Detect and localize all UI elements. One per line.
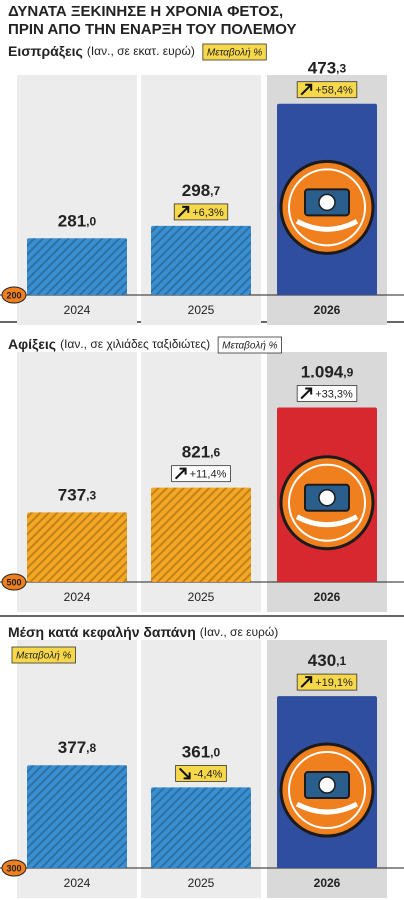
value-label-int: 1.094 [301, 363, 344, 382]
chart-subtitle: (Ιαν., σε χιλιάδες ταξιδιώτες) [60, 337, 210, 351]
change-label: +19,1% [296, 673, 358, 691]
legend-label: Μεταβολή % [207, 47, 263, 59]
bar-hatch [151, 487, 251, 582]
value-label-int: 377 [58, 739, 86, 758]
legend-box [217, 336, 282, 354]
value-label-dec: ,9 [343, 366, 353, 380]
bar-hatch [27, 512, 127, 582]
legend-label: Μεταβολή % [222, 340, 278, 352]
value-label-int: 361 [182, 743, 210, 762]
change-arrow [177, 205, 190, 218]
icon [295, 801, 359, 815]
icon [318, 776, 336, 794]
value-label: 821,6 [182, 443, 221, 462]
value-label: 430,1 [308, 652, 347, 671]
legend-label: Μεταβολή % [16, 650, 72, 662]
x-tick-label: 2024 [64, 590, 91, 604]
change-text: -4,4% [194, 768, 223, 780]
page-title: ΠΡΙΝ ΑΠΟ ΤΗΝ ΕΝΑΡΞΗ ΤΟΥ ΠΟΛΕΜΟΥ [8, 21, 296, 38]
bar-hatch [27, 765, 127, 868]
value-label-int: 737 [58, 486, 86, 505]
x-tick-label: 2024 [64, 303, 91, 317]
change-text: +11,4% [190, 469, 227, 481]
value-label-int: 298 [182, 181, 210, 200]
change-text: +33,3% [315, 388, 353, 400]
value-label: 377,8 [58, 739, 97, 758]
chart-title-text: Αφίξεις [8, 336, 56, 352]
change-label: +11,4% [171, 465, 231, 483]
value-label-dec: ,1 [336, 654, 346, 668]
value-label-dec: ,3 [86, 489, 96, 503]
legend-box [202, 43, 267, 61]
legend-box [11, 646, 76, 664]
value-label-int: 281 [58, 212, 86, 231]
change-arrow [174, 467, 187, 480]
tick-badge [1, 286, 27, 304]
icon [295, 219, 359, 232]
x-tick-label: 2026 [314, 590, 341, 604]
change-text: +19,1% [315, 677, 353, 689]
value-label-int: 430 [308, 652, 336, 671]
bar-hatch [27, 238, 127, 295]
legend: Μεταβολή % [11, 646, 76, 664]
icon [288, 168, 366, 247]
value-label-dec: ,3 [336, 62, 346, 76]
icon [318, 193, 336, 212]
icon [295, 514, 359, 528]
value-label-int: 473 [308, 59, 336, 78]
value-label: 473,3 [308, 59, 347, 78]
change-label: -4,4% [175, 765, 227, 782]
change-arrow [178, 767, 191, 780]
value-label-int: 821 [182, 443, 210, 462]
change-label: +6,3% [173, 203, 229, 221]
chart-title: Αφίξεις (Ιαν., σε χιλιάδες ταξιδιώτες) [8, 336, 210, 352]
value-label-dec: ,7 [210, 184, 220, 198]
change-text: +6,3% [192, 207, 224, 219]
value-label-dec: ,6 [210, 446, 220, 460]
change-label: +33,3% [296, 385, 358, 402]
bar-hatch [151, 225, 251, 295]
chart-title: Εισπράξεις (Ιαν., σε εκατ. ευρώ) [8, 43, 195, 59]
change-label: +58,4% [296, 81, 358, 99]
change-text: +58,4% [315, 85, 353, 97]
value-label-dec: ,0 [210, 746, 220, 760]
tick-badge [1, 573, 27, 591]
icon [288, 751, 366, 830]
legend: Μεταβολή % [202, 43, 267, 61]
icon [318, 488, 336, 507]
tick-badge [1, 859, 27, 877]
x-tick-label: 2025 [188, 303, 215, 317]
chart-title-text: Εισπράξεις [8, 43, 83, 59]
icon [288, 463, 366, 542]
legend: Μεταβολή % [217, 336, 282, 354]
value-label-dec: ,0 [86, 214, 96, 228]
x-tick-label: 2024 [64, 876, 91, 890]
change-arrow [300, 83, 313, 96]
chart-subtitle: (Ιαν., σε εκατ. ευρώ) [87, 44, 195, 58]
y-tick-label: 200 [6, 290, 21, 300]
bar-hatch [151, 787, 251, 868]
x-tick-label: 2025 [188, 876, 215, 890]
x-tick-label: 2026 [314, 876, 341, 890]
value-label: 298,7 [182, 181, 221, 200]
x-tick-label: 2026 [314, 303, 341, 317]
y-tick-label: 500 [6, 577, 21, 587]
x-tick-label: 2025 [188, 590, 215, 604]
change-arrow [300, 387, 313, 400]
chart-subtitle: (Ιαν., σε ευρώ) [200, 625, 278, 639]
value-label-dec: ,8 [86, 741, 96, 755]
value-label: 1.094,9 [301, 363, 354, 382]
chart-title-text: Μέση κατά κεφαλήν δαπάνη [8, 624, 196, 640]
change-arrow [300, 676, 313, 688]
value-label: 361,0 [182, 743, 221, 762]
y-tick-label: 300 [6, 863, 21, 873]
value-label: 281,0 [58, 212, 97, 231]
chart-title: Μέση κατά κεφαλήν δαπάνη (Ιαν., σε ευρώ) [8, 624, 278, 640]
value-label: 737,3 [58, 486, 97, 505]
page-title: ΔΥΝΑΤΑ ΞΕΚΙΝΗΣΕ Η ΧΡΟΝΙΑ ΦΕΤΟΣ, [8, 3, 283, 20]
